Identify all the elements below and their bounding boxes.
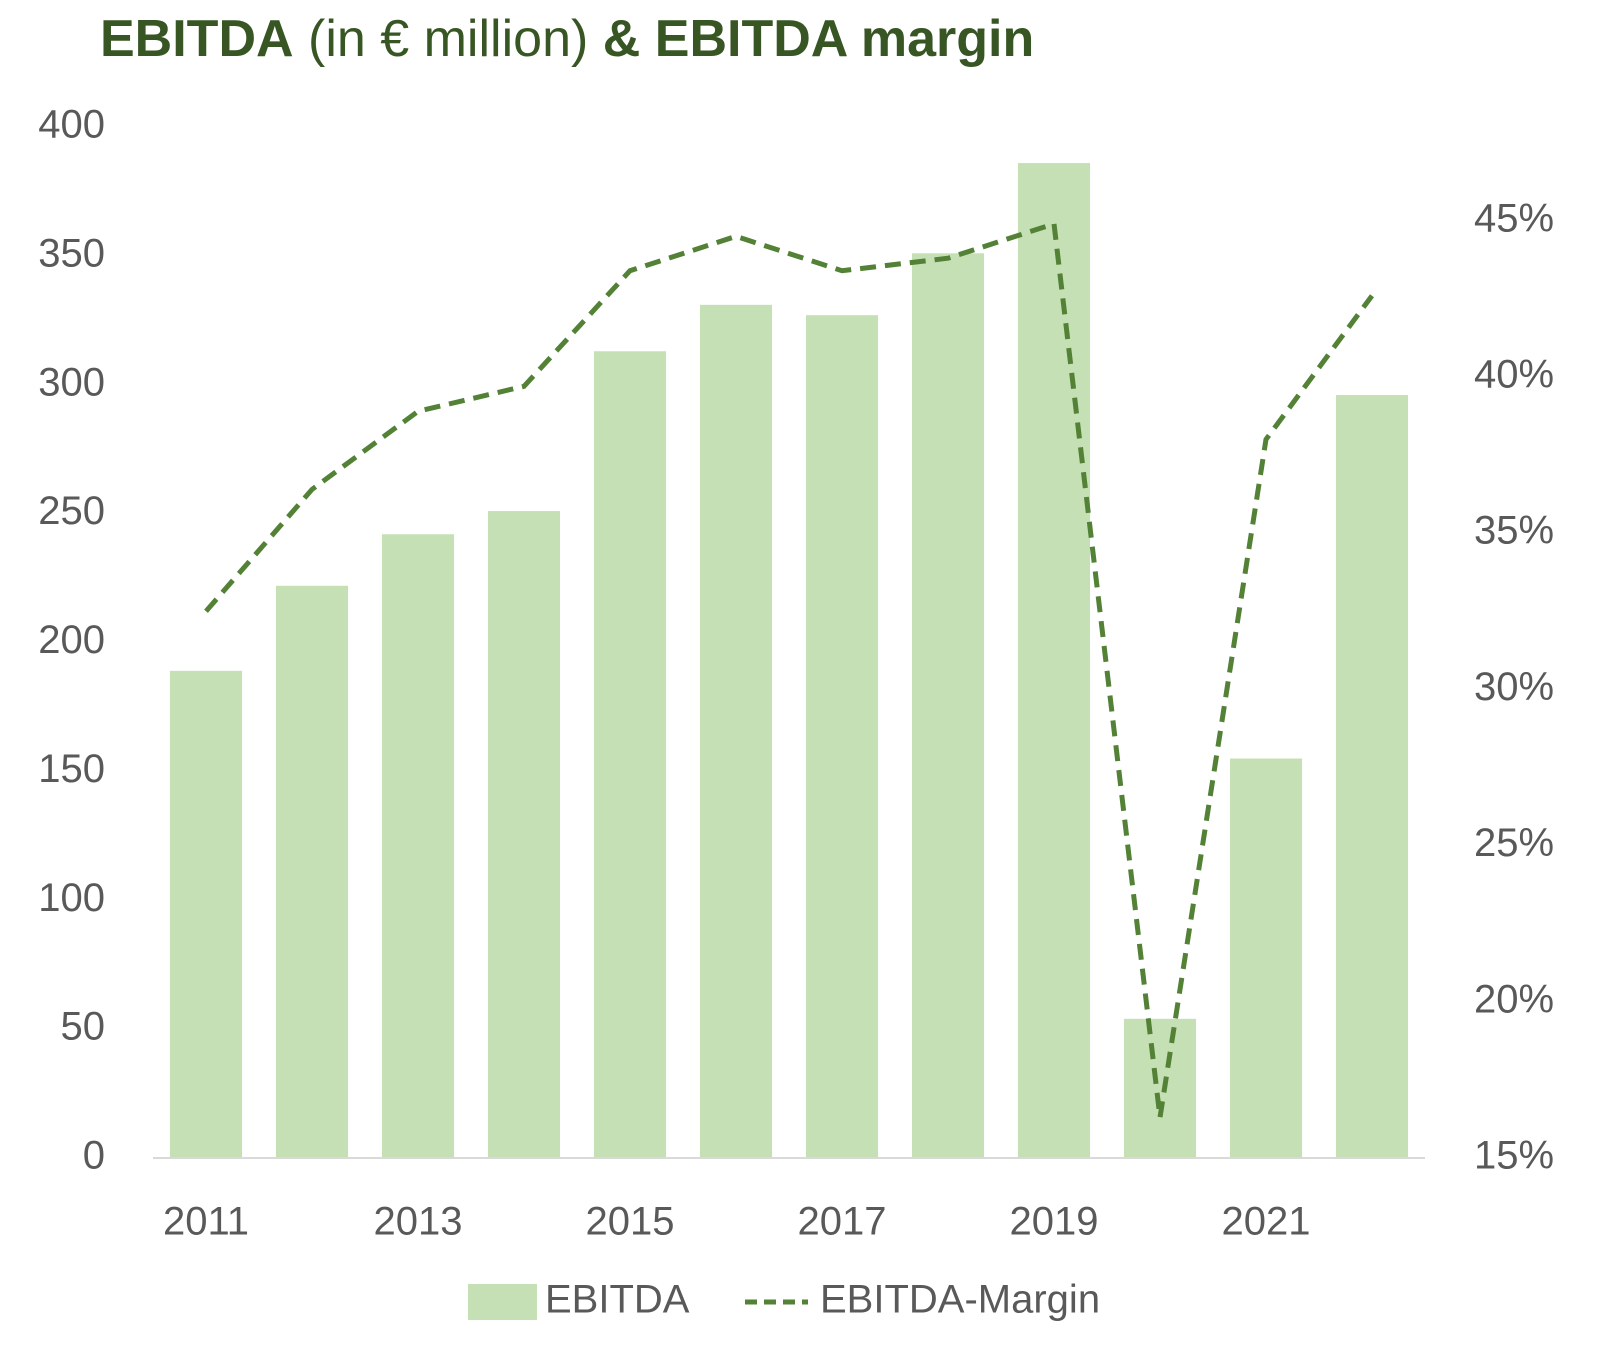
y2-tick-label: 15% — [1474, 1134, 1554, 1178]
title-part: (in € million) — [308, 10, 588, 68]
y-tick-label: 0 — [83, 1134, 105, 1178]
y2-tick-label: 20% — [1474, 977, 1554, 1021]
title-part: & EBITDA margin — [603, 10, 1034, 68]
line — [204, 220, 1375, 1118]
y-tick-label: 50 — [61, 1005, 106, 1049]
y-tick-label: 100 — [38, 876, 105, 920]
bar — [805, 315, 879, 1159]
y2-tick-label: 45% — [1474, 196, 1554, 240]
legend-label: EBITDA-Margin — [820, 1278, 1100, 1322]
y-tick-label: 300 — [38, 360, 105, 404]
y-tick-label: 400 — [38, 103, 105, 147]
x-tick-label: 2017 — [798, 1200, 887, 1244]
bar — [699, 304, 773, 1158]
y2-tick-label: 30% — [1474, 665, 1554, 709]
legend-swatch — [468, 1284, 537, 1320]
bar — [911, 253, 985, 1159]
y-tick-label: 150 — [38, 747, 105, 791]
y-tick-label: 350 — [38, 231, 105, 275]
bar — [1229, 758, 1303, 1158]
bar — [1123, 1018, 1197, 1158]
bar — [1335, 395, 1409, 1158]
bar — [1017, 163, 1091, 1158]
y2-tick-label: 40% — [1474, 353, 1554, 397]
title-part: EBITDA — [100, 10, 294, 68]
y-tick-label: 250 — [38, 489, 105, 533]
legend-label: EBITDA — [545, 1278, 690, 1322]
x-tick-label: 2021 — [1222, 1200, 1311, 1244]
chart-title: EBITDA (in € million) & EBITDA margin — [100, 10, 1034, 68]
x-tick-label: 2011 — [163, 1200, 249, 1244]
bar — [593, 351, 667, 1158]
x-tick-label: 2015 — [586, 1200, 675, 1244]
x-tick-label: 2013 — [374, 1200, 463, 1244]
x-tick-label: 2019 — [1010, 1200, 1099, 1244]
y-tick-label: 200 — [38, 618, 105, 662]
y2-tick-label: 35% — [1474, 509, 1554, 553]
bar — [381, 534, 455, 1158]
bar — [487, 511, 561, 1158]
bar — [275, 585, 349, 1158]
bar — [169, 670, 243, 1158]
y2-tick-label: 25% — [1474, 821, 1554, 865]
